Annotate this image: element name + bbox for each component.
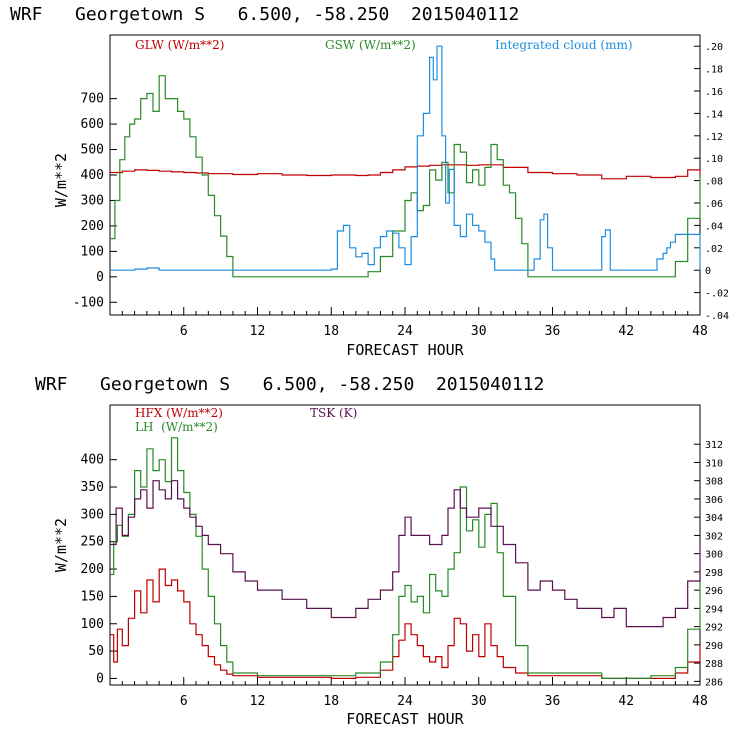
bottom-right-tick-label: 310: [705, 458, 723, 469]
bottom-x-tick-label: 12: [250, 694, 266, 709]
bottom-x-tick-label: 30: [471, 694, 487, 709]
top-right-tick-label: .16: [705, 87, 723, 98]
top-right-tick-label: .04: [705, 221, 723, 232]
bottom-right-tick-label: 294: [705, 604, 723, 615]
top-panel: WRF Georgetown S 6.500, -58.250 20150401…: [10, 4, 729, 359]
bottom-x-axis: 6 12 18 24 30 36 42 48: [109, 677, 708, 709]
top-left-tick-label: 500: [81, 143, 104, 158]
bottom-left-tick-label: 300: [81, 507, 104, 522]
top-x-tick-label: 12: [250, 324, 266, 339]
top-x-tick-label: 36: [545, 324, 561, 339]
bottom-right-tick-label: 296: [705, 586, 723, 597]
bottom-legend-tsk: TSK (K): [310, 406, 357, 420]
top-left-tick-label: 300: [81, 193, 104, 208]
bottom-left-tick-label: 150: [81, 589, 104, 604]
top-chart-title: WRF Georgetown S 6.500, -58.250 20150401…: [10, 4, 519, 25]
bottom-series-group: [110, 437, 701, 679]
bottom-left-tick-label: 0: [96, 671, 104, 686]
top-right-tick-label: .18: [705, 65, 723, 76]
top-left-tick-label: 0: [96, 270, 104, 285]
bottom-right-tick-label: 292: [705, 623, 723, 634]
top-x-tick-label: 42: [618, 324, 634, 339]
top-series-integrated-cloud: [110, 45, 701, 271]
bottom-right-tick-label: 298: [705, 568, 723, 579]
bottom-legend-hfx: HFX (W/m**2): [135, 406, 223, 420]
top-right-tick-label: .20: [705, 42, 723, 53]
bottom-right-tick-label: 304: [705, 513, 723, 524]
bottom-series-tsk: [110, 480, 701, 628]
bottom-y-label: W/m**2: [52, 518, 70, 572]
top-left-tick-label: 700: [81, 92, 104, 107]
top-right-tick-label: .10: [705, 154, 723, 165]
bottom-left-tick-label: 250: [81, 535, 104, 550]
bottom-legend-lh: LH (W/m**2): [135, 420, 218, 434]
top-legend-glw: GLW (W/m**2): [135, 38, 224, 52]
top-right-tick-label: .02: [705, 244, 723, 255]
bottom-right-tick-label: 306: [705, 495, 723, 506]
top-x-label: FORECAST HOUR: [346, 341, 464, 359]
bottom-right-tick-label: 302: [705, 531, 723, 542]
top-series-group: [110, 45, 701, 278]
bottom-x-tick-label: 6: [180, 694, 188, 709]
top-left-tick-label: 600: [81, 117, 104, 132]
top-right-tick-label: 0: [705, 266, 711, 277]
top-left-tick-label: 100: [81, 244, 104, 259]
bottom-left-tick-label: 400: [81, 453, 104, 468]
bottom-plot-frame: [109, 404, 701, 686]
bottom-x-tick-label: 18: [323, 694, 339, 709]
top-series-gsw: [110, 75, 701, 278]
bottom-chart-title: WRF Georgetown S 6.500, -58.250 20150401…: [35, 374, 544, 395]
top-x-tick-label: 6: [180, 324, 188, 339]
top-legend-gsw: GSW (W/m**2): [325, 38, 416, 52]
top-right-tick-label: .08: [705, 177, 723, 188]
top-series-glw: [110, 164, 701, 180]
bottom-right-axis: 312 310 308 306 304 302 300 298 296 294 292 290 288 2…: [694, 440, 723, 688]
top-right-tick-label: .14: [705, 109, 723, 120]
top-x-tick-label: 18: [323, 324, 339, 339]
bottom-right-tick-label: 312: [705, 440, 723, 451]
top-x-axis: 6 12 18 24 30 36 42 48: [109, 307, 708, 339]
bottom-left-tick-label: 200: [81, 562, 104, 577]
top-x-tick-label: 24: [397, 324, 413, 339]
bottom-series-lh: [110, 437, 701, 679]
bottom-series-hfx: [110, 568, 701, 679]
top-y-label: W/m**2: [52, 153, 70, 207]
top-left-tick-label: -100: [73, 295, 104, 310]
top-plot-frame: [109, 34, 701, 316]
bottom-x-tick-label: 48: [692, 694, 708, 709]
bottom-x-tick-label: 42: [618, 694, 634, 709]
bottom-left-tick-label: 350: [81, 480, 104, 495]
bottom-right-tick-label: 286: [705, 677, 723, 688]
bottom-x-label: FORECAST HOUR: [346, 710, 464, 728]
bottom-right-tick-label: 290: [705, 641, 723, 652]
top-right-axis: .20 .18 .16 .14 .12 .10 .08 .06 .04 .02 0 -.02 -.04: [694, 42, 729, 322]
bottom-right-tick-label: 308: [705, 477, 723, 488]
top-left-axis: -100 0 100 200 300 400 500 600 700: [73, 92, 117, 310]
bottom-left-tick-label: 100: [81, 617, 104, 632]
top-right-tick-label: -.02: [705, 289, 729, 300]
top-legend-cloud: Integrated cloud (mm): [495, 38, 633, 52]
bottom-left-axis: 0 50 100 150 200 250 300 350 400: [81, 453, 117, 686]
top-right-tick-label: -.04: [705, 311, 729, 322]
top-right-tick-label: .12: [705, 132, 723, 143]
top-left-tick-label: 200: [81, 219, 104, 234]
bottom-right-tick-label: 300: [705, 550, 723, 561]
top-left-tick-label: 400: [81, 168, 104, 183]
top-x-tick-label: 48: [692, 324, 708, 339]
bottom-x-tick-label: 24: [397, 694, 413, 709]
bottom-right-tick-label: 288: [705, 659, 723, 670]
bottom-panel: WRF Georgetown S 6.500, -58.250 20150401…: [35, 374, 723, 728]
top-right-tick-label: .06: [705, 199, 723, 210]
bottom-x-tick-label: 36: [545, 694, 561, 709]
bottom-left-tick-label: 50: [88, 644, 104, 659]
top-x-tick-label: 30: [471, 324, 487, 339]
